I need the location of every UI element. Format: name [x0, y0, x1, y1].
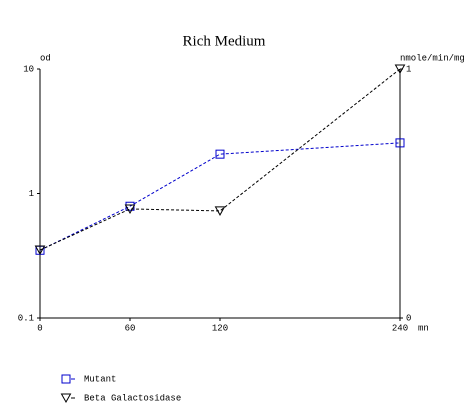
- marker: [124, 204, 136, 214]
- legend-marker: [60, 393, 72, 404]
- series-line: [39, 68, 401, 251]
- series-line: [39, 142, 401, 251]
- x-tick-label: 60: [125, 323, 136, 333]
- chart-title: Rich Medium: [183, 33, 266, 49]
- x-tick-label: 120: [212, 323, 228, 333]
- y-tick-label: 10: [23, 64, 34, 74]
- legend-label: Mutant: [84, 374, 116, 384]
- y2-tick-label: 0: [406, 313, 411, 323]
- legend-marker: [61, 374, 71, 384]
- marker: [215, 149, 225, 159]
- marker: [395, 138, 405, 148]
- legend-label: Beta Galactosidase: [84, 393, 181, 403]
- marker: [394, 64, 406, 75]
- y-axis-label: od: [40, 53, 51, 63]
- marker: [34, 245, 46, 256]
- y2-tick-label: 1: [406, 64, 411, 74]
- y2-axis-label: nmole/min/mg: [400, 53, 465, 63]
- y-tick-label: 1: [29, 189, 34, 199]
- x-tick-label: 240: [392, 323, 408, 333]
- x-tick-label: 0: [37, 323, 42, 333]
- marker: [214, 206, 226, 216]
- y-tick-label: 0.1: [18, 313, 34, 323]
- x-axis-label: mn: [418, 323, 429, 333]
